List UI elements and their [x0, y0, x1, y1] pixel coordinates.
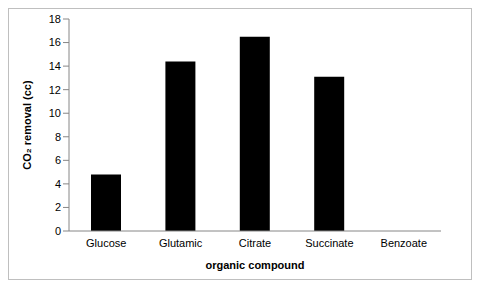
svg-text:Glucose: Glucose	[86, 237, 126, 249]
svg-text:2: 2	[55, 201, 61, 213]
svg-text:organic compound: organic compound	[206, 259, 305, 271]
svg-text:Citrate: Citrate	[239, 237, 271, 249]
svg-text:8: 8	[55, 131, 61, 143]
svg-text:16: 16	[49, 36, 61, 48]
svg-text:14: 14	[49, 60, 61, 72]
svg-text:Glutamic: Glutamic	[159, 237, 203, 249]
svg-text:12: 12	[49, 84, 61, 96]
svg-text:10: 10	[49, 107, 61, 119]
svg-text:CO₂ removal (cc): CO₂ removal (cc)	[21, 80, 33, 170]
svg-text:0: 0	[55, 225, 61, 237]
svg-text:4: 4	[55, 178, 61, 190]
svg-text:6: 6	[55, 154, 61, 166]
svg-text:18: 18	[49, 13, 61, 25]
svg-text:Succinate: Succinate	[305, 237, 353, 249]
svg-text:Benzoate: Benzoate	[381, 237, 427, 249]
